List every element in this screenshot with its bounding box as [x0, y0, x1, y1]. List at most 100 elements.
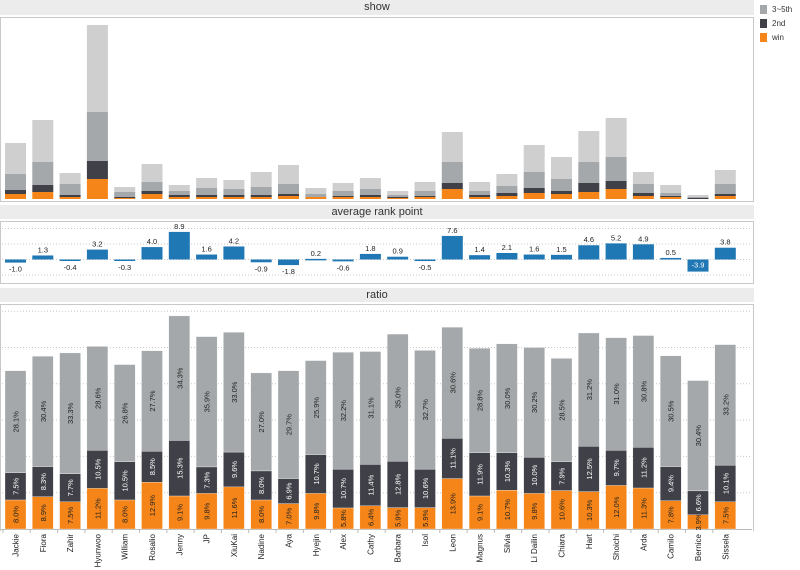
show-bar-3-5th-segment: [578, 162, 600, 183]
ratio-data-label: 28.6%: [93, 387, 102, 409]
show-bar-2nd-segment: [168, 195, 190, 197]
rank-data-label: -1.0: [9, 265, 22, 274]
show-bar-rest-segment: [305, 188, 327, 194]
x-tick-label: Jenny: [175, 534, 184, 555]
ratio-data-label: 7.9%: [558, 467, 567, 484]
ratio-bar-3-5th-segment: [141, 350, 163, 452]
ratio-data-label: 8.9%: [39, 504, 48, 521]
rank-bar: [223, 246, 245, 260]
ratio-data-label: 32.7%: [421, 399, 430, 421]
ratio-data-label: 29.7%: [285, 414, 294, 436]
ratio-data-label: 30.4%: [39, 400, 48, 422]
legend-item-2nd[interactable]: 2nd: [760, 16, 792, 30]
ratio-data-label: 30.4%: [694, 425, 703, 447]
rank-bar: [59, 259, 81, 261]
show-bar-win-segment: [660, 197, 682, 199]
ratio-data-label: 5.9%: [421, 509, 430, 526]
legend-label: win: [772, 32, 785, 42]
ratio-data-label: 7.0%: [285, 507, 294, 524]
show-bar-rest-segment: [578, 131, 600, 162]
show-bar-rest-segment: [196, 178, 218, 188]
show-bar-3-5th-segment: [714, 184, 736, 194]
rank-bar: [496, 252, 518, 260]
rank-panel: [0, 221, 754, 284]
rank-data-label: 0.5: [665, 248, 675, 257]
show-bar-2nd-segment: [250, 195, 272, 197]
show-bar-rest-segment: [632, 172, 654, 184]
show-bar-2nd-segment: [687, 198, 709, 199]
show-bar-2nd-segment: [660, 196, 682, 197]
show-bar-rest-segment: [660, 185, 682, 193]
ratio-data-label: 10.7%: [503, 499, 512, 521]
x-tick-label: Cathy: [366, 534, 375, 555]
rank-bar: [5, 259, 26, 263]
ratio-bar-3-5th-segment: [441, 327, 463, 439]
ratio-data-label: 12.8%: [394, 473, 403, 495]
rank-data-label: -0.4: [64, 263, 77, 272]
x-tick-label: Zahir: [66, 534, 75, 553]
ratio-data-label: 30.6%: [448, 372, 457, 394]
ratio-data-label: 5.8%: [339, 510, 348, 527]
ratio-bar-3-5th-segment: [578, 332, 600, 447]
show-bar-win-segment: [578, 192, 600, 199]
ratio-data-label: 7.5%: [721, 507, 730, 524]
legend-item-3-5th[interactable]: 3~5th: [760, 2, 792, 16]
show-bar-rest-segment: [687, 195, 709, 197]
show-bar-3-5th-segment: [359, 189, 381, 195]
ratio-data-label: 27.7%: [148, 390, 157, 412]
ratio-data-label: 31.1%: [366, 397, 375, 419]
show-bar-rest-segment: [551, 157, 572, 179]
ratio-bar-3-5th-segment: [4, 370, 27, 473]
ratio-data-label: 27.0%: [257, 411, 266, 433]
ratio-bar-3-5th-segment: [632, 335, 655, 448]
ratio-data-label: 35.0%: [394, 387, 403, 409]
legend-item-win[interactable]: win: [760, 30, 792, 44]
rank-bar: [660, 257, 682, 260]
ratio-data-label: 8.0%: [257, 477, 266, 494]
ratio-bar-3-5th-segment: [687, 380, 709, 492]
show-bar-win-segment: [250, 197, 272, 199]
ratio-bar-3-5th-segment: [714, 344, 736, 466]
x-tick-label: Camilo: [667, 533, 676, 558]
show-bar-win-segment: [414, 197, 436, 199]
show-bar-win-segment: [441, 189, 463, 199]
x-tick-label: William: [121, 534, 130, 560]
show-bar-3-5th-segment: [414, 191, 436, 196]
show-bar-win-segment: [714, 196, 736, 199]
ratio-data-label: 11.2%: [639, 457, 648, 478]
show-bar-rest-segment: [332, 183, 354, 191]
rank-data-label: 0.9: [392, 247, 402, 256]
show-bar-3-5th-segment: [278, 184, 299, 194]
show-bar-rest-segment: [278, 165, 299, 184]
show-bar-2nd-segment: [141, 191, 163, 194]
ratio-data-label: 34.3%: [175, 367, 184, 389]
ratio-data-label: 28.1%: [12, 411, 21, 433]
ratio-data-label: 9.8%: [530, 502, 539, 519]
ratio-data-label: 9.6%: [230, 461, 239, 478]
ratio-data-label: 28.5%: [558, 399, 567, 421]
ratio-bar-3-5th-segment: [195, 336, 218, 468]
show-bar-win-segment: [223, 197, 245, 199]
rank-data-label: 2.1: [502, 243, 512, 252]
show-bar-3-5th-segment: [141, 182, 163, 191]
ratio-data-label: 6.4%: [366, 509, 375, 526]
show-bar-3-5th-segment: [86, 112, 108, 161]
show-bar-win-segment: [32, 192, 54, 199]
rank-data-label: 4.2: [229, 236, 239, 245]
show-bar-2nd-segment: [551, 191, 572, 194]
ratio-data-label: 7.7%: [66, 479, 75, 496]
show-bar-2nd-segment: [359, 195, 381, 197]
show-bar-3-5th-segment: [223, 189, 245, 195]
show-bar-3-5th-segment: [32, 162, 54, 185]
x-tick-label: Hyejin: [312, 534, 321, 556]
ratio-data-label: 5.9%: [394, 509, 403, 526]
rank-bar: [687, 259, 709, 272]
ratio-data-label: 8.5%: [148, 458, 157, 475]
show-bar-2nd-segment: [469, 195, 491, 197]
ratio-data-label: 10.7%: [312, 463, 321, 485]
ratio-bar-3-5th-segment: [523, 347, 545, 458]
ratio-data-label: 9.8%: [312, 502, 321, 519]
x-tick-label: Magnus: [476, 534, 485, 562]
ratio-data-label: 30.8%: [639, 380, 648, 402]
show-bar-3-5th-segment: [523, 172, 545, 188]
